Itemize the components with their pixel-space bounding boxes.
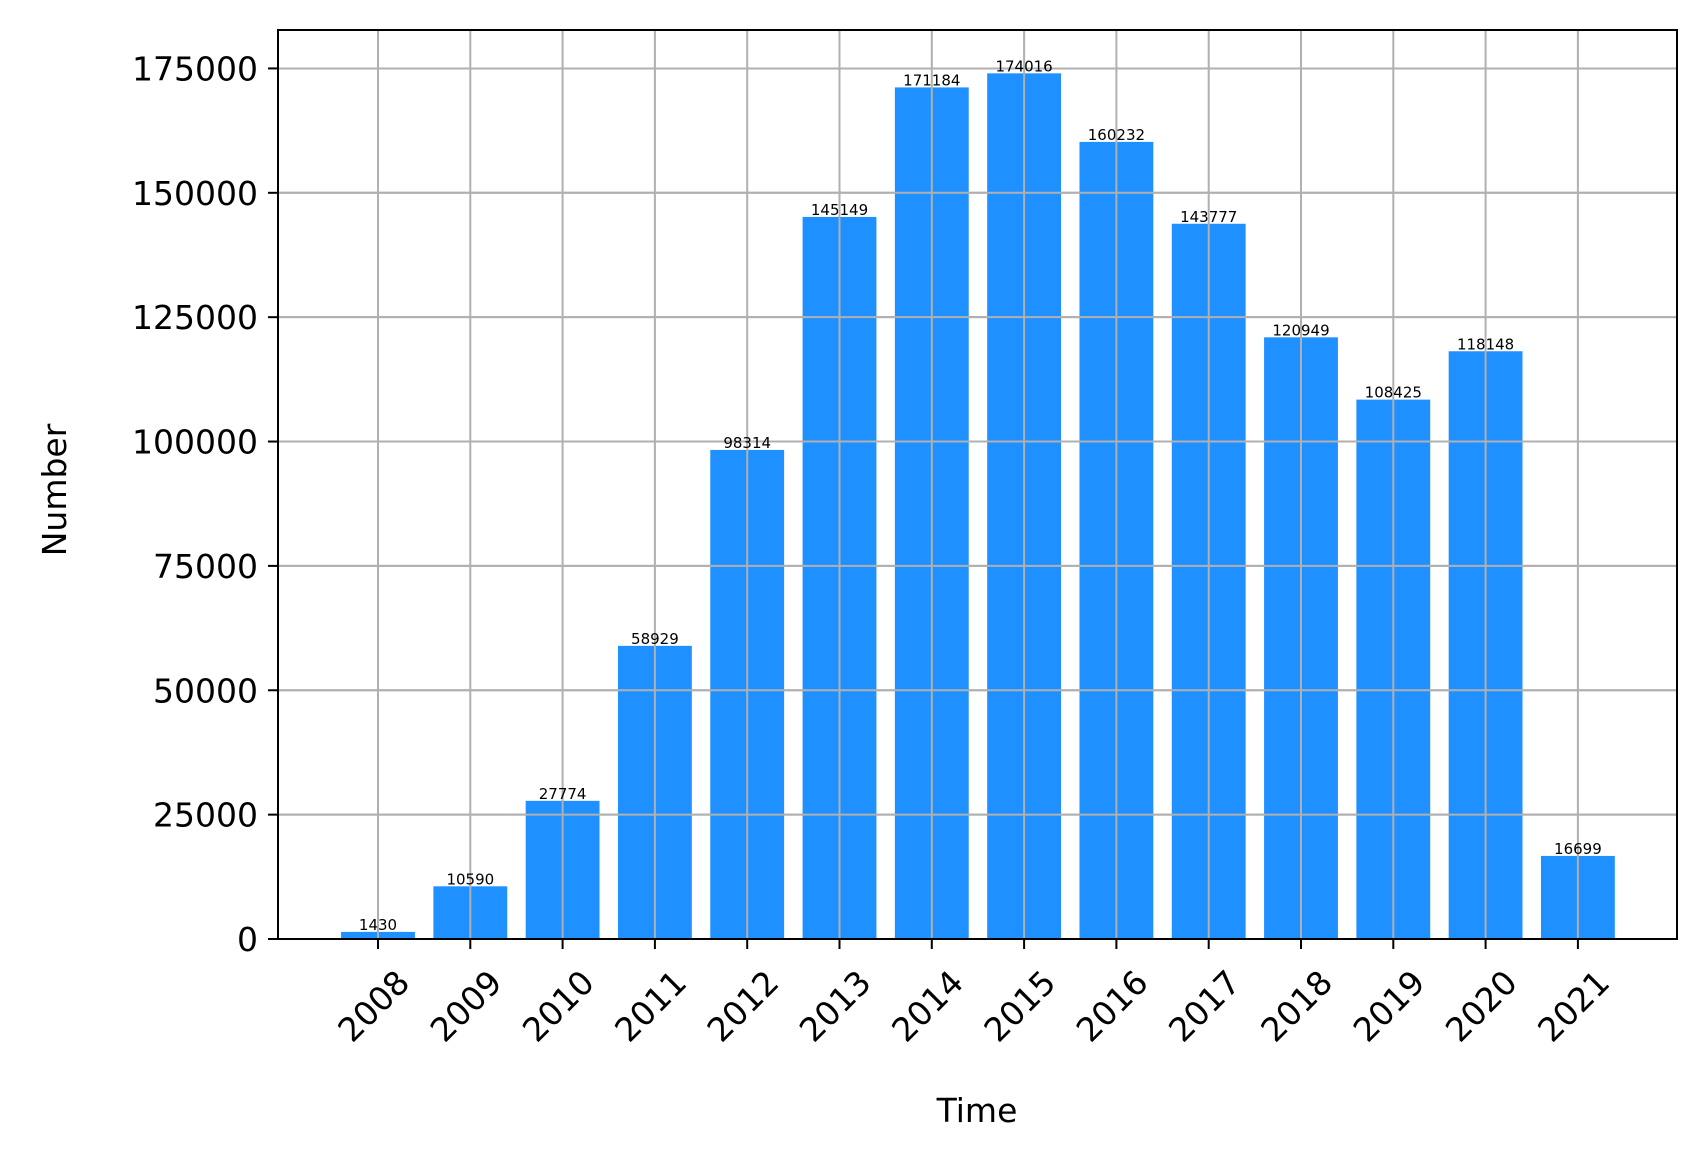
x-axis: 2008 2009 2010 2011 2012 2013 2014 2015 2016 2017… bbox=[330, 939, 1617, 1050]
data-label-2011: 58929 bbox=[631, 630, 679, 648]
x-tick-label-2008: 2008 bbox=[330, 963, 417, 1050]
data-label-2020: 118148 bbox=[1457, 335, 1514, 353]
y-tick-label: 175000 bbox=[132, 49, 258, 88]
data-label-2014: 171184 bbox=[903, 71, 960, 89]
data-label-2018: 120949 bbox=[1272, 321, 1329, 339]
data-labels-layer: 1430 10590 27774 58929 98314 145149 171184 1740… bbox=[359, 57, 1602, 934]
x-tick-label-2010: 2010 bbox=[515, 963, 602, 1050]
y-axis: 0 25000 50000 75000 100000 125000 150000 175000 bbox=[132, 49, 278, 959]
y-tick-label: 0 bbox=[237, 920, 258, 959]
y-tick-label: 125000 bbox=[132, 298, 258, 337]
data-label-2008: 1430 bbox=[359, 916, 397, 934]
data-label-2016: 160232 bbox=[1088, 126, 1145, 144]
plot-frame bbox=[277, 29, 1678, 940]
y-tick-label: 150000 bbox=[132, 174, 258, 213]
data-label-2015: 174016 bbox=[995, 57, 1052, 75]
x-tick-label-2021: 2021 bbox=[1530, 963, 1617, 1050]
x-tick-label-2013: 2013 bbox=[792, 963, 879, 1050]
y-tick-label: 50000 bbox=[153, 671, 258, 710]
data-label-2009: 10590 bbox=[446, 870, 494, 888]
data-label-2019: 108425 bbox=[1365, 384, 1422, 402]
x-tick-label-2019: 2019 bbox=[1346, 963, 1433, 1050]
x-axis-label: Time bbox=[936, 1091, 1018, 1130]
x-tick-label-2020: 2020 bbox=[1438, 963, 1525, 1050]
y-axis-label: Number bbox=[35, 423, 74, 556]
data-label-2013: 145149 bbox=[811, 201, 868, 219]
data-label-2012: 98314 bbox=[723, 434, 771, 452]
x-tick-label-2014: 2014 bbox=[884, 963, 971, 1050]
x-tick-label-2015: 2015 bbox=[976, 963, 1063, 1050]
x-tick-label-2011: 2011 bbox=[607, 963, 694, 1050]
vertical-grid-layer bbox=[278, 30, 1677, 940]
data-label-2021: 16699 bbox=[1554, 840, 1602, 858]
y-tick-label: 75000 bbox=[153, 547, 258, 586]
x-tick-label-2012: 2012 bbox=[699, 963, 786, 1050]
x-tick-label-2017: 2017 bbox=[1161, 963, 1248, 1050]
data-label-2017: 143777 bbox=[1180, 208, 1237, 226]
data-label-2010: 27774 bbox=[539, 785, 587, 803]
bars-layer bbox=[341, 73, 1615, 940]
x-tick-label-2009: 2009 bbox=[423, 963, 510, 1050]
x-tick-label-2016: 2016 bbox=[1069, 963, 1156, 1050]
y-tick-label: 100000 bbox=[132, 423, 258, 462]
x-tick-label-2018: 2018 bbox=[1253, 963, 1340, 1050]
y-tick-label: 25000 bbox=[153, 796, 258, 835]
